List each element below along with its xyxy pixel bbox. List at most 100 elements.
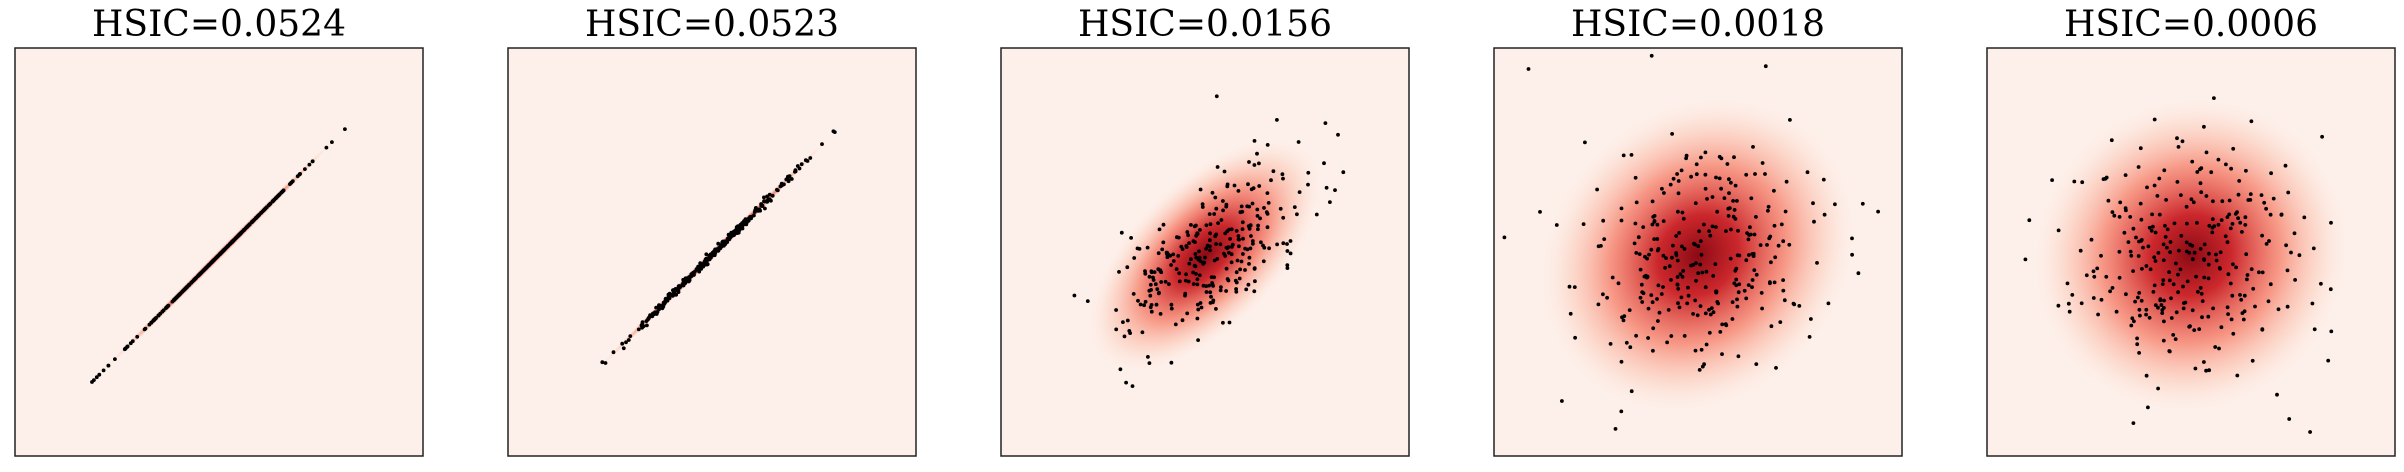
scatter-point: [1118, 367, 1123, 372]
scatter-point: [2302, 215, 2307, 220]
scatter-point: [1736, 228, 1740, 233]
chart-panel-4: HSIC=0.0018: [1493, 0, 1903, 472]
scatter-point: [2198, 181, 2203, 186]
scatter-point: [2292, 231, 2297, 236]
scatter-point: [1731, 199, 1735, 203]
plot-frame: [1493, 47, 1903, 457]
scatter-point: [2199, 291, 2204, 296]
scatter-point: [1744, 258, 1749, 263]
scatter-point: [2139, 298, 2144, 303]
scatter-point: [1267, 246, 1271, 251]
scatter-point: [1628, 345, 1633, 350]
scatter-point: [1214, 206, 1219, 211]
scatter-point: [2136, 165, 2141, 169]
scatter-point: [2162, 319, 2166, 324]
scatter-point: [1212, 258, 1217, 263]
scatter-point: [2096, 312, 2100, 317]
scatter-point: [1238, 210, 1243, 215]
scatter-point: [2198, 247, 2203, 251]
scatter-point: [228, 241, 233, 246]
scatter-point: [1696, 244, 1701, 249]
scatter-point: [1703, 311, 1708, 316]
scatter-point: [1650, 222, 1655, 227]
scatter-point: [2099, 253, 2103, 258]
scatter-point: [704, 262, 709, 267]
scatter-point: [2257, 270, 2261, 275]
scatter-point: [1236, 234, 1241, 238]
scatter-point: [2179, 193, 2183, 198]
scatter-point: [2181, 284, 2185, 289]
scatter-point: [808, 156, 813, 160]
scatter-points: [2023, 96, 2334, 434]
scatter-point: [2310, 301, 2315, 306]
scatter-point: [1229, 227, 1234, 232]
scatter-point: [1201, 283, 1206, 288]
scatter-point: [2152, 183, 2157, 188]
scatter-point: [1781, 239, 1786, 244]
scatter-point: [97, 372, 102, 377]
scatter-point: [1252, 267, 1257, 271]
scatter-point: [2251, 286, 2256, 291]
scatter-point: [2230, 222, 2235, 226]
scatter-point: [1581, 222, 1586, 227]
scatter-point: [1214, 307, 1218, 311]
scatter-point: [1714, 175, 1718, 180]
scatter-point: [1248, 246, 1253, 251]
scatter-point: [1200, 205, 1205, 209]
scatter-point: [1196, 338, 1200, 342]
scatter-point: [683, 276, 688, 281]
scatter-point: [716, 241, 721, 246]
scatter-point: [1779, 222, 1784, 227]
scatter-point: [2204, 150, 2209, 155]
scatter-point: [1689, 263, 1693, 268]
scatter-point: [1243, 268, 1247, 272]
scatter-point: [1180, 318, 1185, 323]
scatter-point: [667, 291, 672, 296]
scatter-point: [2128, 249, 2133, 254]
scatter-point: [1247, 262, 1251, 266]
scatter-point: [2230, 293, 2235, 298]
scatter-point: [1114, 308, 1118, 312]
scatter-point: [1171, 259, 1176, 263]
scatter-point: [1165, 251, 1170, 255]
scatter-point: [1724, 229, 1728, 234]
scatter-point: [1781, 278, 1785, 282]
scatter-point: [1251, 186, 1256, 191]
scatter-point: [1194, 223, 1198, 228]
scatter-point: [2128, 215, 2133, 219]
scatter-point: [1174, 267, 1179, 271]
scatter-point: [2138, 313, 2142, 318]
scatter-point: [645, 317, 650, 322]
scatter-point: [704, 252, 709, 257]
scatter-point: [770, 193, 775, 198]
scatter-point: [181, 288, 186, 293]
scatter-point: [1784, 179, 1789, 184]
scatter-point: [673, 292, 678, 297]
scatter-point: [1554, 223, 1559, 227]
scatter-point: [247, 222, 252, 227]
scatter-point: [1187, 241, 1191, 246]
scatter-point: [2175, 136, 2179, 141]
scatter-point: [1736, 290, 1741, 295]
scatter-point: [1265, 191, 1270, 196]
scatter-point: [1699, 155, 1703, 160]
scatter-point: [1197, 249, 1201, 254]
scatter-point: [1266, 201, 1271, 205]
scatter-point: [1753, 172, 1757, 176]
scatter-point: [1261, 259, 1266, 264]
scatter-point: [1275, 242, 1279, 247]
scatter-point: [1638, 267, 1643, 272]
scatter-point: [1744, 172, 1749, 177]
scatter-point: [2218, 250, 2223, 255]
chart-title: HSIC=0.0524: [92, 4, 346, 45]
scatter-point: [704, 258, 709, 262]
scatter-point: [1763, 64, 1768, 69]
scatter-point: [2198, 286, 2203, 290]
scatter-point: [727, 235, 732, 240]
scatter-point: [2174, 261, 2178, 266]
scatter-point: [1191, 239, 1196, 244]
scatter-point: [1241, 236, 1245, 241]
scatter-point: [2135, 342, 2140, 347]
scatter-point: [2136, 295, 2140, 300]
scatter-point: [2161, 242, 2166, 247]
